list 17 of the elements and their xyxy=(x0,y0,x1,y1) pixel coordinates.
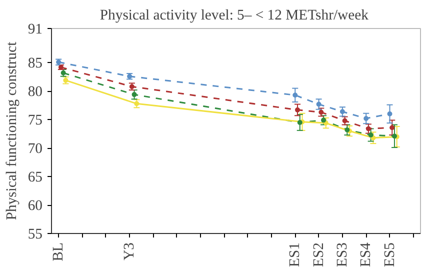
y-tick-label: 55 xyxy=(28,226,42,242)
y-tick-label: 80 xyxy=(28,84,42,100)
x-tick-label: ES5 xyxy=(382,242,398,267)
x-tick-label: ES2 xyxy=(310,242,327,267)
y-tick-label: 75 xyxy=(28,112,42,129)
x-tick-label: BL xyxy=(50,242,67,262)
y-tick-label: 91 xyxy=(28,22,42,38)
y-tick-label: 70 xyxy=(28,141,42,158)
x-tick-label: ES3 xyxy=(334,242,350,267)
x-tick-label: Y3 xyxy=(122,242,138,260)
y-axis-title: Physical functioning construct xyxy=(4,42,20,220)
chart-title: Physical activity level: 5– < 12 METshr/week xyxy=(100,8,370,24)
x-tick-label: ES4 xyxy=(358,242,374,267)
y-tick-label: 60 xyxy=(28,198,42,214)
y-tick-label: 85 xyxy=(28,56,42,72)
x-tick-label: ES1 xyxy=(287,242,304,267)
y-tick-label: 65 xyxy=(28,170,42,186)
